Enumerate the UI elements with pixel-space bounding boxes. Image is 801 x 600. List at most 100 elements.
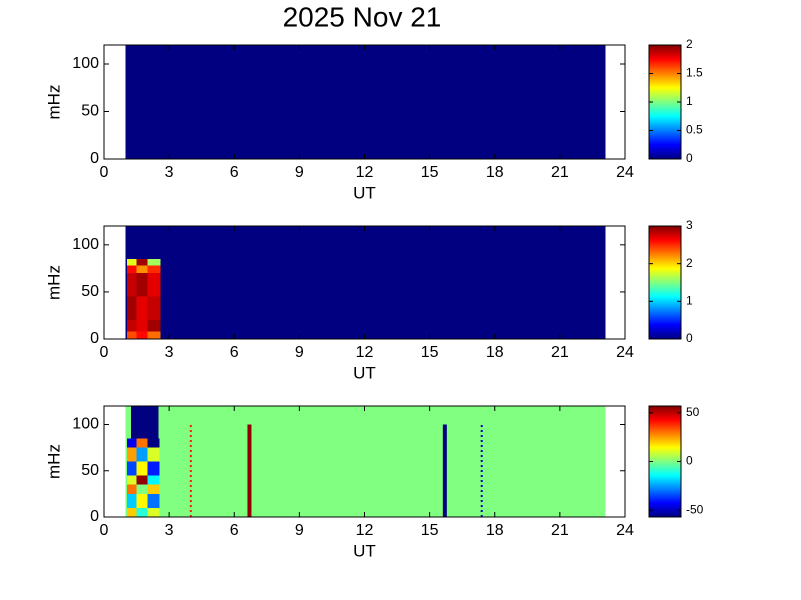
- heatmap-cell: [147, 265, 161, 274]
- heatmap-cell: [136, 461, 148, 476]
- heatmap-cell: [147, 475, 160, 485]
- x-tick-label: 9: [295, 344, 304, 361]
- heatmap-cell: [126, 475, 137, 485]
- x-tick-label: 12: [356, 164, 374, 181]
- x-tick-label: 15: [421, 164, 439, 181]
- heatmap-cell: [136, 493, 148, 508]
- x-tick-label: 9: [295, 522, 304, 539]
- heatmap-cell: [147, 273, 161, 297]
- heatmap-cell: [126, 320, 137, 332]
- heatmap-cell: [125, 226, 606, 339]
- x-tick-label: 3: [165, 344, 174, 361]
- axes-frame: [103, 405, 626, 518]
- colorbar-tick-label: 3: [686, 218, 693, 232]
- x-tick-label: 21: [551, 344, 569, 361]
- x-tick-label: 15: [421, 344, 439, 361]
- heatmap-cell: [126, 438, 137, 448]
- x-tick-label: 6: [230, 164, 239, 181]
- x-tick-label: 24: [616, 344, 634, 361]
- x-tick-label: 3: [165, 522, 174, 539]
- axes-frame: [103, 44, 626, 160]
- heatmap-cell: [136, 273, 148, 297]
- heatmap-cell: [136, 296, 148, 321]
- y-tick-label: 0: [90, 150, 99, 167]
- colorbar: [648, 225, 682, 340]
- axes-frame: [103, 225, 626, 340]
- colorbar-tick-label: 2: [686, 256, 693, 270]
- x-tick-label: 0: [100, 164, 109, 181]
- heatmap-cell: [147, 438, 160, 448]
- heatmap-cell: [147, 507, 160, 517]
- heatmap-cell: [147, 447, 160, 462]
- heatmap-cell: [126, 258, 137, 266]
- x-tick-label: 9: [295, 164, 304, 181]
- colorbar-tick-label: 1: [686, 294, 693, 308]
- y-axis-label: mHz: [44, 444, 63, 479]
- heatmap-cell: [136, 507, 148, 517]
- x-tick-label: 24: [616, 164, 634, 181]
- colorbar-tick-label: 0: [686, 331, 693, 345]
- y-axis-label: mHz: [44, 265, 63, 300]
- colorbar: [648, 405, 682, 518]
- heatmap-cell: [126, 484, 137, 494]
- x-axis-label: UT: [353, 183, 376, 202]
- colorbar-tick-label: 0: [686, 151, 693, 165]
- x-tick-label: 18: [486, 344, 504, 361]
- heatmap-cell: [126, 447, 137, 462]
- x-tick-label: 18: [486, 164, 504, 181]
- x-tick-label: 15: [421, 522, 439, 539]
- x-tick-label: 24: [616, 522, 634, 539]
- y-tick-label: 100: [72, 416, 99, 433]
- x-tick-label: 0: [100, 344, 109, 361]
- heatmap-cell: [126, 461, 137, 476]
- x-tick-label: 0: [100, 522, 109, 539]
- heatmap-cell: [136, 258, 148, 266]
- x-tick-label: 21: [551, 522, 569, 539]
- y-tick-label: 50: [81, 283, 99, 300]
- heatmap-cell: [136, 447, 148, 462]
- colorbar-tick-label: 0: [686, 454, 693, 468]
- x-tick-label: 3: [165, 164, 174, 181]
- heatmap-cell: [136, 331, 148, 339]
- x-tick-label: 21: [551, 164, 569, 181]
- colorbar-tick-label: -50: [686, 502, 704, 516]
- heatmap-cell: [136, 484, 148, 494]
- heatmap-cell: [126, 296, 137, 321]
- colorbar-tick-label: 1: [686, 94, 693, 108]
- heatmap-cell: [147, 484, 160, 494]
- heatmap-cell: [126, 493, 137, 508]
- chart-title: 2025 Nov 21: [283, 1, 442, 32]
- x-axis-label: UT: [353, 363, 376, 382]
- heatmap-cell: [136, 320, 148, 332]
- colorbar: [648, 44, 682, 160]
- heatmap-cell: [126, 265, 137, 274]
- y-tick-label: 100: [72, 55, 99, 72]
- x-tick-label: 6: [230, 522, 239, 539]
- heatmap-cell: [136, 438, 148, 448]
- heatmap-cell: [147, 296, 161, 321]
- heatmap-cell: [136, 475, 148, 485]
- heatmap-cell: [126, 507, 137, 517]
- x-tick-label: 18: [486, 522, 504, 539]
- y-tick-label: 50: [81, 462, 99, 479]
- x-axis-label: UT: [353, 541, 376, 560]
- heatmap-cell: [126, 273, 137, 297]
- heatmap-cell: [125, 406, 606, 517]
- colorbar-tick-label: 1.5: [686, 66, 703, 80]
- x-tick-label: 12: [356, 344, 374, 361]
- heatmap-cell: [147, 320, 161, 332]
- y-tick-label: 0: [90, 508, 99, 525]
- heatmap-cell: [147, 258, 161, 266]
- x-tick-label: 6: [230, 344, 239, 361]
- heatmap-cell: [131, 406, 159, 439]
- y-tick-label: 100: [72, 236, 99, 253]
- heatmap-cell: [136, 265, 148, 274]
- colorbar-tick-label: 2: [686, 37, 693, 51]
- y-tick-label: 0: [90, 330, 99, 347]
- heatmap-cell: [147, 461, 160, 476]
- y-tick-label: 50: [81, 103, 99, 120]
- heatmap-cell: [126, 331, 137, 339]
- heatmap-cell: [147, 331, 161, 339]
- heatmap-cell: [125, 45, 606, 159]
- heatmap-cell: [147, 493, 160, 508]
